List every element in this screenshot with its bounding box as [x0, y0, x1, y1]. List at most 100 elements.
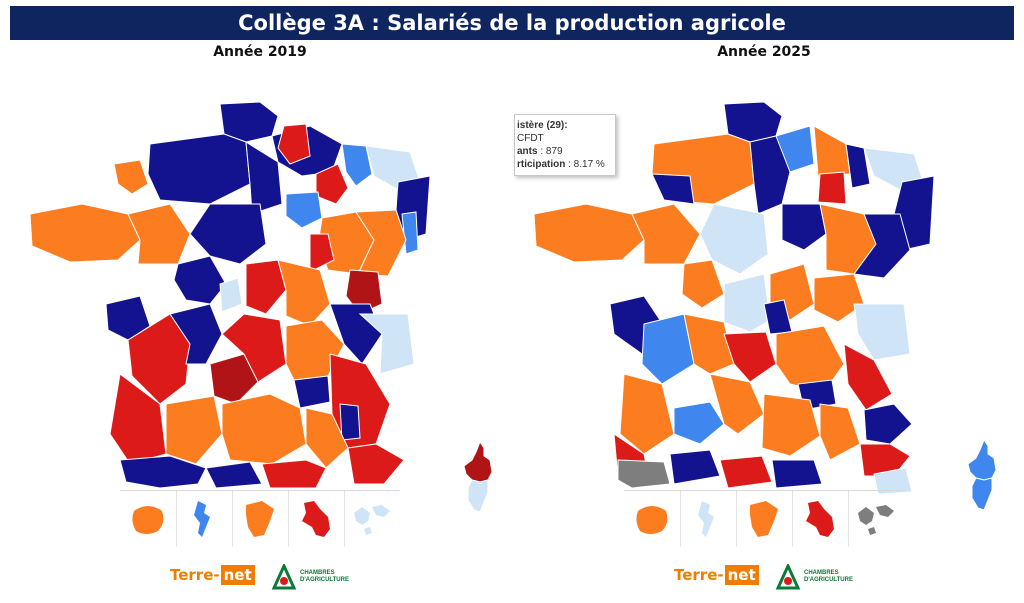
overseas-guadeloupe-2019[interactable]: [344, 491, 400, 547]
department-region[interactable]: [813, 125, 851, 177]
overseas-shape: [132, 506, 164, 534]
department-region[interactable]: [245, 259, 287, 315]
tooltip-participation-label: rticipation: [517, 159, 566, 170]
department-region[interactable]: [863, 403, 913, 445]
france-map-2025[interactable]: [514, 64, 1014, 494]
department-region[interactable]: [29, 203, 141, 263]
department-region[interactable]: [761, 393, 821, 457]
department-region[interactable]: [205, 461, 263, 489]
department-region[interactable]: [341, 143, 373, 187]
overseas-shape: [246, 501, 274, 537]
department-region[interactable]: [245, 141, 283, 215]
department-region[interactable]: [873, 467, 913, 494]
chambres-agriculture-logo: CHAMBRES D'AGRICULTURE: [774, 564, 874, 590]
department-region[interactable]: [723, 331, 777, 383]
overseas-guadeloupe-2025[interactable]: [848, 491, 904, 547]
department-region[interactable]: [669, 449, 721, 485]
department-region[interactable]: [165, 395, 223, 465]
department-region[interactable]: [401, 211, 419, 255]
department-region[interactable]: [817, 171, 847, 205]
department-region[interactable]: [651, 173, 695, 205]
logos-2019: Terre-net CHAMBRES D'AGRICULTURE: [170, 562, 370, 592]
department-region[interactable]: [617, 459, 671, 489]
year-label-2025: Année 2025: [717, 44, 811, 60]
overseas-guyane-2025[interactable]: [736, 491, 793, 547]
terrenet-logo: Terre-net: [674, 565, 759, 585]
department-region[interactable]: [147, 133, 251, 205]
overseas-reunion-2025[interactable]: [624, 491, 681, 547]
regions-2025: [533, 101, 935, 494]
logos-2025: Terre-net CHAMBRES D'AGRICULTURE: [674, 562, 874, 592]
department-region[interactable]: [221, 313, 287, 383]
corsica-2025[interactable]: [962, 438, 1002, 518]
department-region[interactable]: [285, 191, 323, 229]
department-region[interactable]: [339, 403, 361, 441]
department-region[interactable]: [305, 407, 349, 469]
department-region[interactable]: [277, 259, 331, 327]
overseas-shape: [194, 501, 210, 537]
department-region[interactable]: [641, 313, 695, 385]
department-region[interactable]: [781, 203, 827, 251]
overseas-row-2019: [120, 490, 400, 547]
department-region[interactable]: [261, 459, 327, 489]
department-region[interactable]: [859, 443, 911, 477]
department-tooltip: istère (29): CFDT ants : 879 rticipation…: [514, 114, 616, 176]
department-region[interactable]: [189, 203, 267, 265]
overseas-shape: [858, 505, 894, 535]
overseas-mayotte-2019[interactable]: [176, 491, 233, 547]
department-region[interactable]: [293, 375, 331, 409]
department-region[interactable]: [127, 203, 191, 265]
department-region[interactable]: [819, 403, 861, 461]
corsica-south: [467, 479, 489, 513]
overseas-shape: [806, 501, 834, 537]
overseas-shape: [636, 506, 668, 534]
department-region[interactable]: [347, 443, 405, 485]
year-label-2019: Année 2019: [213, 44, 307, 60]
department-region[interactable]: [845, 143, 871, 189]
department-region[interactable]: [169, 303, 223, 365]
map-panel-2025: Année 2025 istère (29): CFDT ants : 879 …: [514, 40, 1014, 603]
overseas-shape: [302, 501, 330, 537]
department-region[interactable]: [813, 273, 865, 323]
map-panel-2019: Année 2019 Terre-net CHAMBRES D'AGRICULTU…: [10, 40, 510, 603]
department-region[interactable]: [358, 313, 415, 375]
regions-2019: [29, 101, 431, 489]
department-region[interactable]: [119, 455, 207, 489]
tooltip-department: istère (29):: [517, 120, 568, 131]
department-region[interactable]: [673, 401, 725, 445]
department-region[interactable]: [619, 373, 675, 455]
overseas-shape: [750, 501, 778, 537]
department-region[interactable]: [719, 455, 773, 489]
department-region[interactable]: [221, 393, 307, 465]
overseas-martinique-2019[interactable]: [288, 491, 345, 547]
france-map-2019[interactable]: [10, 64, 510, 494]
department-region[interactable]: [631, 203, 701, 265]
department-region[interactable]: [219, 277, 243, 313]
department-region[interactable]: [355, 209, 407, 277]
overseas-martinique-2025[interactable]: [792, 491, 849, 547]
department-region[interactable]: [709, 373, 765, 435]
page-title: Collège 3A : Salariés de la production a…: [238, 11, 786, 35]
department-region[interactable]: [853, 303, 911, 361]
overseas-reunion-2019[interactable]: [120, 491, 177, 547]
department-region[interactable]: [853, 213, 911, 279]
department-region[interactable]: [533, 203, 645, 263]
department-region[interactable]: [683, 313, 735, 375]
department-region[interactable]: [277, 123, 311, 165]
department-region[interactable]: [843, 343, 893, 411]
department-region[interactable]: [681, 259, 725, 309]
corsica-2019[interactable]: [458, 440, 498, 520]
chambres-agriculture-logo: CHAMBRES D'AGRICULTURE: [270, 564, 370, 590]
department-region[interactable]: [771, 459, 823, 489]
department-region[interactable]: [309, 233, 335, 273]
overseas-shape: [354, 505, 390, 535]
tooltip-union: CFDT: [517, 133, 544, 144]
department-region[interactable]: [723, 273, 771, 333]
overseas-mayotte-2025[interactable]: [680, 491, 737, 547]
overseas-guyane-2019[interactable]: [232, 491, 289, 547]
department-region[interactable]: [209, 353, 259, 405]
department-region[interactable]: [173, 255, 227, 305]
terrenet-logo: Terre-net: [170, 565, 255, 585]
department-region[interactable]: [113, 159, 149, 195]
tooltip-participation-value: : 8.17 %: [565, 159, 605, 170]
